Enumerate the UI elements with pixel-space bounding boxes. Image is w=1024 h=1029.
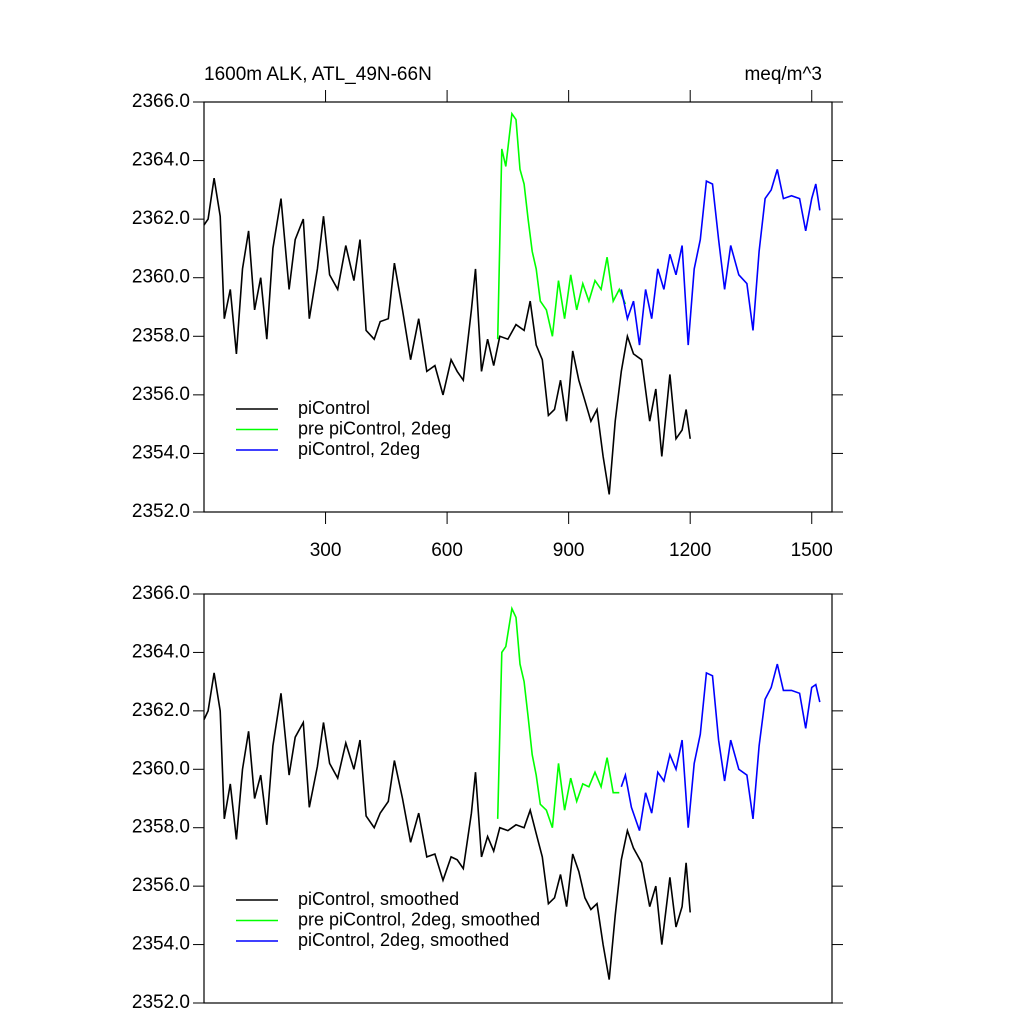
y-tick-label: 2352.0 xyxy=(132,501,190,522)
y-tick-label: 2356.0 xyxy=(132,875,190,896)
series-line xyxy=(496,111,627,340)
legend-label: pre piControl, 2deg xyxy=(298,418,451,438)
legend-label: pre piControl, 2deg, smoothed xyxy=(298,909,540,929)
y-tick-label: 2360.0 xyxy=(132,267,190,288)
x-tick-label: 1500 xyxy=(791,540,833,561)
legend-label: piControl, 2deg xyxy=(298,439,420,459)
series-line xyxy=(203,177,691,495)
y-tick-label: 2354.0 xyxy=(132,934,190,955)
y-tick-label: 2362.0 xyxy=(132,208,190,229)
legend-label: piControl xyxy=(298,398,370,418)
y-tick-label: 2362.0 xyxy=(132,700,190,721)
y-tick-label: 2364.0 xyxy=(132,150,190,171)
x-tick-label: 300 xyxy=(310,540,342,561)
plot-frame xyxy=(203,593,833,1004)
y-tick-label: 2356.0 xyxy=(132,384,190,405)
x-tick-label: 600 xyxy=(431,540,463,561)
y-tick-label: 2352.0 xyxy=(132,992,190,1013)
x-tick-label: 900 xyxy=(553,540,585,561)
y-tick-label: 2358.0 xyxy=(132,817,190,838)
legend-label: piControl, 2deg, smoothed xyxy=(298,930,509,950)
plot-frame xyxy=(203,101,833,513)
series-line xyxy=(203,672,691,980)
units-label: meq/m^3 xyxy=(744,64,822,85)
series-line xyxy=(620,169,821,346)
series-line xyxy=(496,605,620,828)
y-tick-label: 2358.0 xyxy=(132,325,190,346)
y-tick-label: 2354.0 xyxy=(132,442,190,463)
series-line xyxy=(620,663,821,831)
y-tick-label: 2366.0 xyxy=(132,583,190,604)
x-tick-label: 1200 xyxy=(669,540,711,561)
y-tick-label: 2360.0 xyxy=(132,758,190,779)
y-tick-label: 2364.0 xyxy=(132,641,190,662)
chart-title: 1600m ALK, ATL_49N-66N xyxy=(204,64,432,85)
legend-label: piControl, smoothed xyxy=(298,889,459,909)
y-tick-label: 2366.0 xyxy=(132,91,190,112)
